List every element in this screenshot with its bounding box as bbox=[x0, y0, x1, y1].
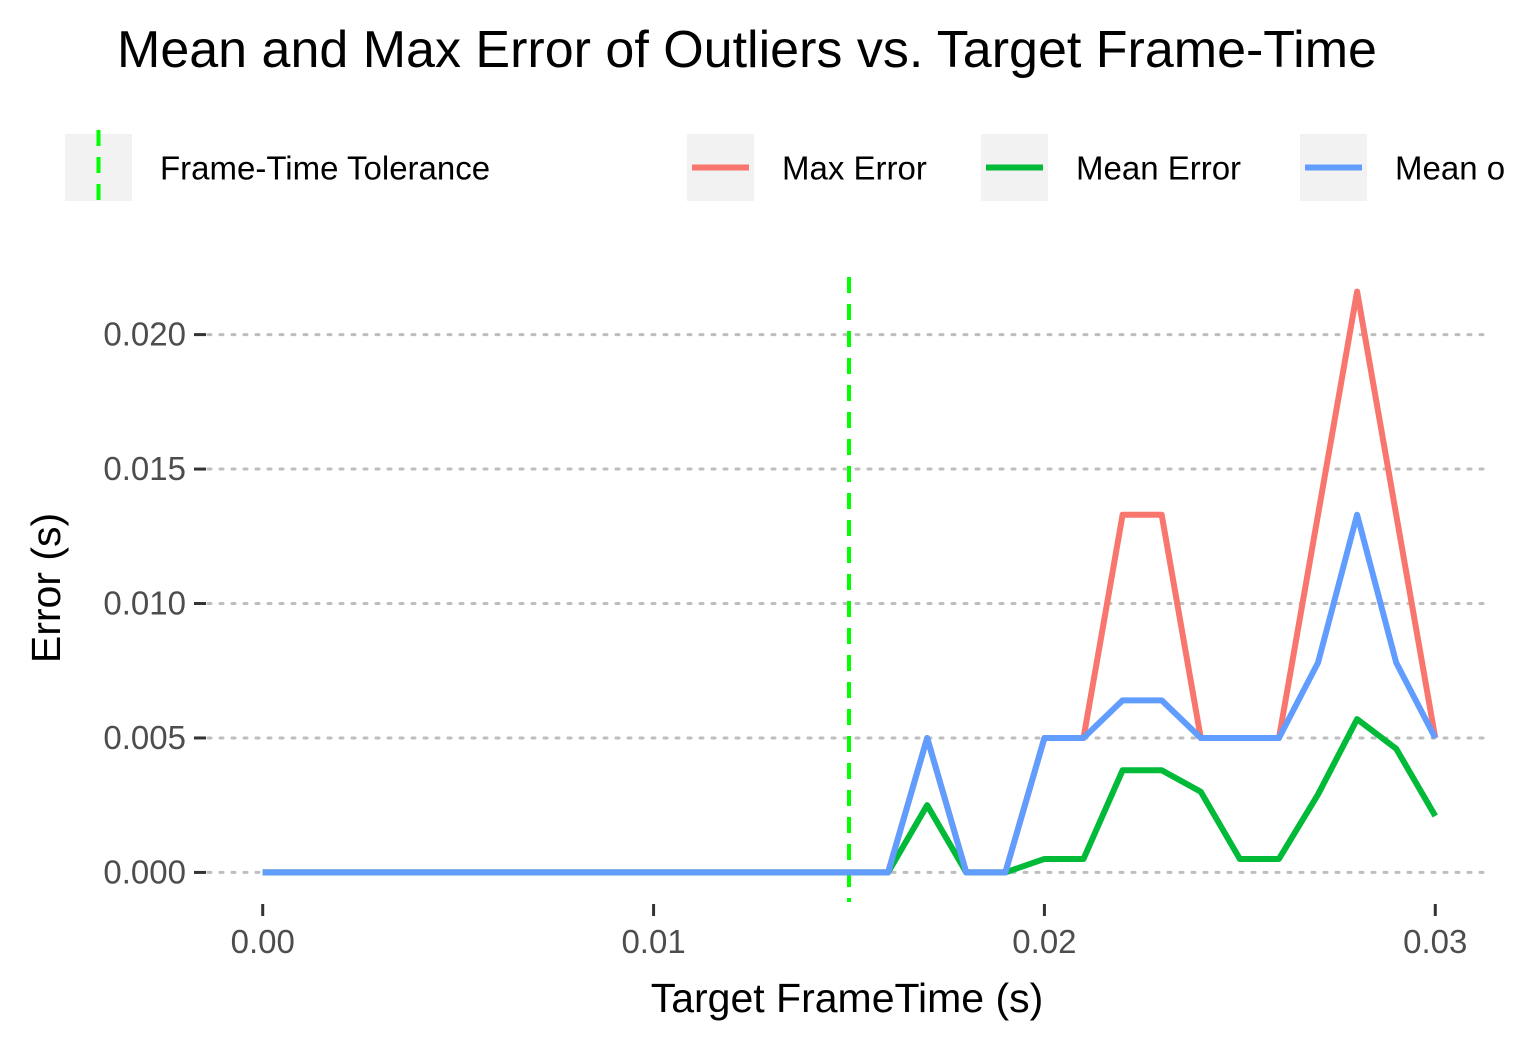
x-tick-label: 0.00 bbox=[231, 923, 295, 960]
x-axis: 0.00 0.01 0.02 0.03 bbox=[231, 904, 1467, 960]
y-tick-label: 0.010 bbox=[103, 585, 186, 622]
legend-label: Mean o bbox=[1395, 150, 1505, 187]
y-tick-label: 0.000 bbox=[103, 853, 186, 890]
legend-label: Mean Error bbox=[1076, 150, 1241, 187]
chart-title: Mean and Max Error of Outliers vs. Targe… bbox=[117, 21, 1377, 79]
legend-item-max-error: Max Error bbox=[687, 134, 927, 201]
series-lines bbox=[262, 288, 1439, 876]
x-tick-label: 0.02 bbox=[1012, 923, 1076, 960]
legend-label: Frame-Time Tolerance bbox=[160, 150, 490, 187]
y-axis: 0.000 0.005 0.010 0.015 0.020 bbox=[103, 316, 206, 890]
y-tick-label: 0.020 bbox=[103, 316, 186, 353]
y-tick-label: 0.005 bbox=[103, 719, 186, 756]
legend-label: Max Error bbox=[782, 150, 927, 187]
legend-item-mean-error: Mean Error bbox=[981, 134, 1241, 201]
y-axis-title: Error (s) bbox=[23, 513, 69, 663]
x-tick-label: 0.03 bbox=[1403, 923, 1467, 960]
series-line-mean-o bbox=[262, 511, 1438, 876]
legend-item-frame-time-tolerance: Frame-Time Tolerance bbox=[65, 130, 490, 203]
x-tick-label: 0.01 bbox=[621, 923, 685, 960]
x-axis-title: Target FrameTime (s) bbox=[651, 975, 1044, 1021]
y-tick-label: 0.015 bbox=[103, 450, 186, 487]
legend-item-mean-o: Mean o bbox=[1300, 134, 1505, 201]
legend: Frame-Time Tolerance Max Error Mean Error M… bbox=[65, 130, 1505, 203]
